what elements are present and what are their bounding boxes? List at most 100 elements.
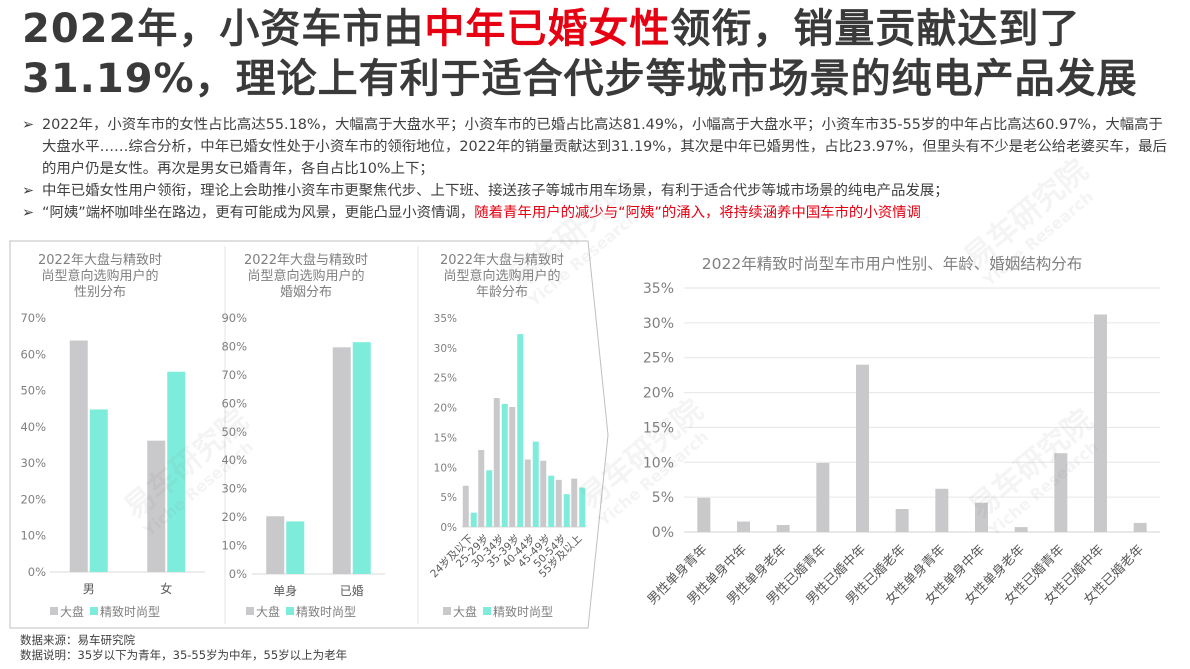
- bar-jingzhi: [486, 470, 493, 527]
- chart-title-line: 婚姻分布: [280, 285, 332, 300]
- chart-title-line: 尚型意向选购用户的: [247, 268, 364, 284]
- y-tick-label: 20%: [221, 510, 247, 524]
- legend-label-jingzhi: 精致时尚型: [493, 605, 553, 619]
- y-tick-label: 60%: [20, 347, 46, 361]
- y-tick-label: 0%: [229, 567, 247, 581]
- bar: [895, 508, 909, 532]
- bar: [697, 497, 711, 532]
- bar-dapan: [555, 479, 562, 527]
- chart-title-line: 2022年大盘与精致时: [38, 252, 162, 268]
- legend-label-jingzhi: 精致时尚型: [100, 605, 160, 619]
- chart-title-line: 2022年大盘与精致时: [244, 252, 368, 268]
- y-tick-label: 25%: [434, 373, 457, 385]
- legend-label-dapan: 大盘: [453, 604, 477, 619]
- bar-jingzhi: [286, 521, 305, 574]
- bar-dapan: [571, 478, 578, 527]
- y-tick-label: 50%: [221, 425, 247, 439]
- legend-swatch-jingzhi: [90, 607, 98, 615]
- y-tick-label: 30%: [434, 343, 457, 355]
- data-note: 数据说明：35岁以下为青年，35-55岁为中年，55岁以上为老年: [20, 648, 348, 662]
- legend-swatch-dapan: [443, 607, 451, 615]
- y-tick-label: 10%: [20, 529, 46, 543]
- x-tick-label: 女: [160, 581, 172, 596]
- y-tick-label: 20%: [643, 386, 674, 402]
- y-tick-label: 40%: [221, 453, 247, 467]
- bar-dapan: [462, 485, 469, 527]
- chart-title-line: 年龄分布: [476, 285, 528, 300]
- bullet-arrow-icon: ➢: [22, 117, 35, 133]
- y-tick-label: 0%: [440, 522, 457, 534]
- y-tick-label: 10%: [221, 539, 247, 553]
- bar-dapan: [478, 449, 485, 527]
- bar-jingzhi: [579, 487, 586, 527]
- legend-label-jingzhi: 精致时尚型: [296, 605, 356, 619]
- bar: [1014, 527, 1028, 532]
- bullet-arrow-icon: ➢: [22, 205, 35, 221]
- bar-jingzhi: [470, 512, 477, 527]
- y-tick-label: 10%: [643, 455, 674, 471]
- y-tick-label: 60%: [221, 396, 247, 410]
- legend-swatch-jingzhi: [483, 607, 491, 615]
- bullet-item-2: ➢ 中年已婚女性用户领衔，理论上会助推小资车市更聚焦代步、上下班、接送孩子等城市…: [22, 180, 1172, 202]
- bullet-arrow-icon: ➢: [22, 183, 35, 199]
- bar-dapan: [69, 340, 88, 572]
- y-tick-label: 70%: [221, 368, 247, 382]
- chart-title-line: 尚型意向选购用户的: [443, 268, 560, 284]
- legend-label-dapan: 大盘: [60, 604, 84, 619]
- bar-dapan: [509, 406, 516, 527]
- title-line1-post: 领衔，销量贡献达到了: [670, 6, 1081, 52]
- bar: [856, 364, 869, 532]
- page-title: 2022年，小资车市由中年已婚女性领衔，销量贡献达到了 31.19%，理论上有利…: [22, 4, 1182, 104]
- bullet-item-1: ➢ 2022年，小资车市的女性占比高达55.18%，大幅高于大盘水平；小资车市的…: [22, 114, 1172, 180]
- bar-dapan: [332, 347, 351, 574]
- chart-title: 2022年精致时尚型车市用户性别、年龄、婚姻结构分布: [702, 255, 1082, 273]
- y-tick-label: 90%: [221, 311, 247, 325]
- y-tick-label: 0%: [652, 525, 674, 541]
- y-tick-label: 30%: [643, 316, 674, 332]
- bar: [1094, 314, 1107, 532]
- bar-jingzhi: [89, 409, 108, 572]
- footer: 数据来源：易车研究院 数据说明：35岁以下为青年，35-55岁为中年，55岁以上…: [20, 633, 347, 663]
- x-tick-label: 单身: [273, 583, 297, 598]
- legend-swatch-jingzhi: [286, 607, 294, 615]
- title-line-1: 2022年，小资车市由中年已婚女性领衔，销量贡献达到了: [22, 4, 1182, 54]
- y-tick-label: 35%: [643, 281, 674, 297]
- bar: [1054, 453, 1068, 532]
- title-line-2: 31.19%，理论上有利于适合代步等城市场景的纯电产品发展: [22, 56, 1138, 102]
- legend-swatch-dapan: [50, 607, 58, 615]
- y-tick-label: 30%: [20, 456, 46, 470]
- bar: [935, 488, 949, 532]
- title-highlight: 中年已婚女性: [424, 6, 671, 52]
- y-tick-label: 30%: [221, 482, 247, 496]
- bullet-text: 中年已婚女性用户领衔，理论上会助推小资车市更聚焦代步、上下班、接送孩子等城市用车…: [42, 183, 949, 199]
- bullet-text: “阿姨”端杯咖啡坐在路边，更有可能成为风景，更能凸显小资情调，: [42, 205, 475, 221]
- bullet-text-highlight: 随着青年用户的减少与“阿姨”的涌入，将持续涵养中国车市的小资情调: [474, 205, 921, 221]
- bullet-list: ➢ 2022年，小资车市的女性占比高达55.18%，大幅高于大盘水平；小资车市的…: [22, 114, 1172, 224]
- y-tick-label: 20%: [20, 492, 46, 506]
- bar-jingzhi: [517, 334, 524, 527]
- bar-jingzhi: [563, 494, 570, 527]
- bar: [816, 462, 830, 532]
- y-tick-label: 50%: [20, 384, 46, 398]
- title-line1-pre: 2022年，小资车市由: [22, 6, 425, 52]
- y-tick-label: 70%: [20, 311, 46, 325]
- y-tick-label: 5%: [652, 490, 674, 506]
- data-source: 数据来源：易车研究院: [20, 633, 135, 647]
- bar: [737, 521, 750, 532]
- bar-jingzhi: [548, 475, 555, 527]
- bar-jingzhi: [532, 441, 539, 527]
- y-tick-label: 20%: [434, 403, 457, 415]
- y-tick-label: 80%: [221, 339, 247, 353]
- y-tick-label: 40%: [20, 420, 46, 434]
- chart-title-line: 性别分布: [74, 285, 126, 300]
- y-tick-label: 10%: [434, 462, 457, 474]
- bar-dapan: [266, 516, 285, 574]
- chart-title-line: 尚型意向选购用户的: [41, 268, 158, 284]
- bar-jingzhi: [352, 342, 371, 574]
- y-tick-label: 5%: [440, 492, 457, 504]
